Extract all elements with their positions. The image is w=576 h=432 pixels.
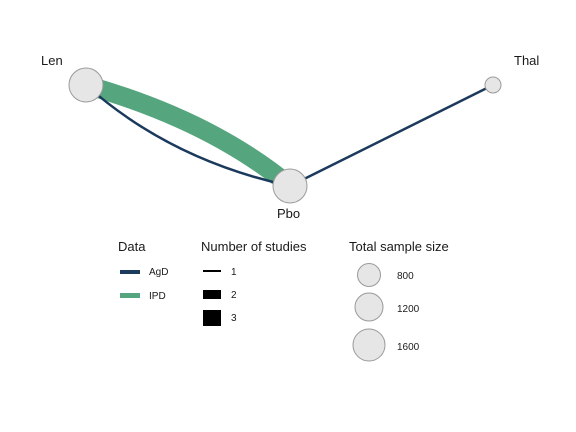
node-label-len: Len xyxy=(41,53,63,68)
legend-studies-label-3: 3 xyxy=(231,313,237,324)
edge-len-pbo-ipd xyxy=(86,85,290,186)
legend-sample-circle-1600 xyxy=(353,329,385,361)
node-len xyxy=(69,68,103,102)
legend-studies-swatch-2 xyxy=(203,290,221,299)
legend-studies: Number of studies 1 2 3 xyxy=(201,239,307,326)
legend-studies-swatch-1 xyxy=(203,270,221,272)
legend-studies-title: Number of studies xyxy=(201,239,307,254)
legend-ipd-swatch xyxy=(120,293,140,298)
legend-agd-label: AgD xyxy=(149,267,168,278)
edge-thal-pbo-agd xyxy=(290,85,493,186)
node-thal xyxy=(485,77,501,93)
legend-sample-label-1600: 1600 xyxy=(397,342,420,353)
legend-sample-title: Total sample size xyxy=(349,239,449,254)
legend-studies-label-2: 2 xyxy=(231,290,237,301)
legend-sample-label-1200: 1200 xyxy=(397,304,420,315)
legend-studies-swatch-3 xyxy=(203,310,221,326)
legend-data: Data AgD IPD xyxy=(118,239,168,302)
legend-ipd-label: IPD xyxy=(149,291,166,302)
legend-sample-label-800: 800 xyxy=(397,271,414,282)
node-pbo xyxy=(273,169,307,203)
legend-sample-circle-800 xyxy=(358,264,381,287)
legend-studies-label-1: 1 xyxy=(231,267,237,278)
node-label-pbo: Pbo xyxy=(277,206,300,221)
legend-data-title: Data xyxy=(118,239,146,254)
node-label-thal: Thal xyxy=(514,53,539,68)
legend-agd-swatch xyxy=(120,270,140,274)
legend-sample-circle-1200 xyxy=(355,293,383,321)
legend-sample: Total sample size 800 1200 1600 xyxy=(349,239,449,361)
